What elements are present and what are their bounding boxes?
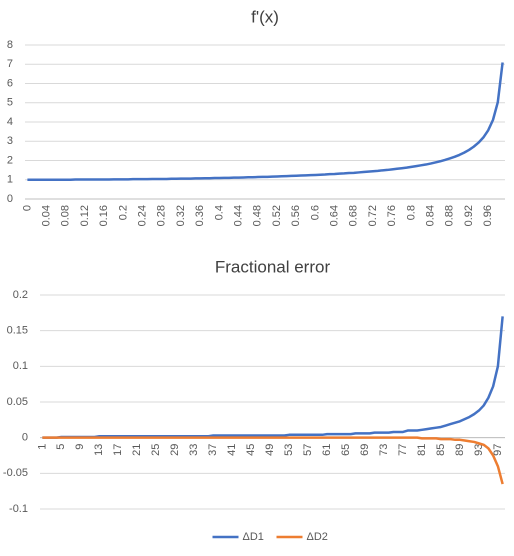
y-tick-label: 0.15 (7, 325, 28, 337)
y-tick-label: 0 (22, 432, 28, 444)
x-tick-label: 53 (283, 444, 295, 456)
x-tick-label: 0.84 (425, 205, 437, 226)
x-tick-label: 0.24 (137, 205, 149, 226)
x-tick-label: 0.36 (194, 205, 206, 226)
x-tick-label: 0.48 (252, 205, 264, 226)
y-tick-label: 0.1 (13, 360, 28, 372)
x-tick-label: 0.08 (60, 205, 72, 226)
x-tick-label: 29 (169, 444, 181, 456)
x-tick-label: 9 (74, 444, 86, 450)
data-line (27, 62, 504, 181)
x-tick-label: 0.12 (79, 205, 91, 226)
x-tick-label: 0 (21, 205, 33, 211)
chart-title: f'(x) (251, 7, 279, 26)
y-tick-label: 0 (7, 193, 13, 205)
x-tick-label: 1 (36, 444, 48, 450)
x-tick-label: 0.52 (271, 205, 283, 226)
x-tick-label: 0.72 (367, 205, 379, 226)
y-tick-label: 7 (7, 58, 13, 70)
chart-title: Fractional error (215, 257, 331, 276)
x-tick-label: 0.32 (175, 205, 187, 226)
x-tick-label: 65 (340, 444, 352, 456)
x-tick-label: 0.76 (386, 205, 398, 226)
x-tick-label: 25 (150, 444, 162, 456)
legend-label: ΔD1 (243, 531, 264, 543)
x-tick-label: 77 (397, 444, 409, 456)
x-tick-label: 0.56 (290, 205, 302, 226)
legend-item: ΔD2 (276, 531, 328, 543)
x-tick-label: 61 (321, 444, 333, 456)
legend-item: ΔD1 (212, 531, 264, 543)
x-tick-label: 97 (492, 444, 504, 456)
x-tick-label: 5 (55, 444, 67, 450)
x-tick-label: 73 (378, 444, 390, 456)
x-tick-label: 0.8 (405, 205, 417, 220)
x-tick-label: 93 (473, 444, 485, 456)
y-tick-label: 1 (7, 174, 13, 186)
data-line (42, 436, 504, 485)
y-tick-label: -0.1 (9, 503, 28, 515)
x-tick-label: 0.92 (463, 205, 475, 226)
x-tick-label: 85 (435, 444, 447, 456)
x-tick-label: 0.16 (98, 205, 110, 226)
x-tick-label: 21 (131, 444, 143, 456)
x-tick-label: 17 (112, 444, 124, 456)
x-tick-label: 0.96 (482, 205, 494, 226)
x-tick-label: 0.28 (156, 205, 168, 226)
y-tick-label: 0.2 (13, 289, 28, 301)
data-line (42, 316, 504, 439)
x-tick-label: 0.64 (329, 205, 341, 226)
x-tick-label: 13 (93, 444, 105, 456)
x-tick-label: 0.6 (309, 205, 321, 220)
x-tick-label: 57 (302, 444, 314, 456)
x-tick-label: 89 (454, 444, 466, 456)
x-tick-label: 33 (188, 444, 200, 456)
x-tick-label: 37 (207, 444, 219, 456)
x-tick-label: 0.04 (41, 205, 53, 226)
y-tick-label: 4 (7, 116, 13, 128)
x-tick-label: 69 (359, 444, 371, 456)
y-tick-label: 5 (7, 97, 13, 109)
x-tick-label: 0.4 (213, 205, 225, 220)
y-tick-label: 8 (7, 39, 13, 51)
y-tick-label: -0.05 (3, 467, 28, 479)
x-tick-label: 0.68 (348, 205, 360, 226)
x-tick-label: 41 (226, 444, 238, 456)
y-tick-label: 6 (7, 77, 13, 89)
x-tick-label: 81 (416, 444, 428, 456)
x-tick-label: 0.44 (233, 205, 245, 226)
x-tick-label: 45 (245, 444, 257, 456)
legend-label: ΔD2 (307, 531, 328, 543)
y-tick-label: 3 (7, 135, 13, 147)
x-tick-label: 0.2 (117, 205, 129, 220)
x-tick-label: 0.88 (444, 205, 456, 226)
y-tick-label: 2 (7, 154, 13, 166)
y-tick-label: 0.05 (7, 396, 28, 408)
x-tick-label: 49 (264, 444, 276, 456)
